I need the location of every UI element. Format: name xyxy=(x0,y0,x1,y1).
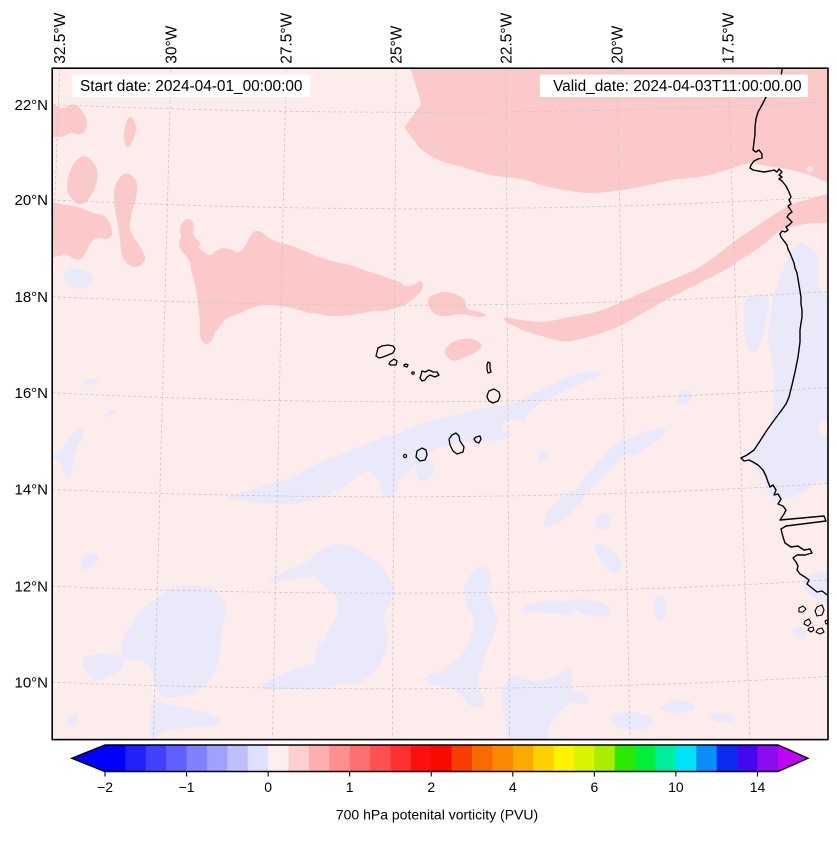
svg-text:4: 4 xyxy=(509,779,517,795)
svg-text:18°N: 18°N xyxy=(14,289,48,306)
svg-text:25°W: 25°W xyxy=(388,25,405,63)
svg-text:14: 14 xyxy=(750,779,766,795)
svg-text:700 hPa potenital vorticity (P: 700 hPa potenital vorticity (PVU) xyxy=(336,807,538,823)
svg-text:6: 6 xyxy=(590,779,598,795)
svg-text:16°N: 16°N xyxy=(14,385,48,402)
svg-text:−1: −1 xyxy=(179,779,195,795)
svg-text:17.5°W: 17.5°W xyxy=(720,12,737,63)
svg-text:12°N: 12°N xyxy=(14,578,48,595)
svg-text:32.5°W: 32.5°W xyxy=(52,12,69,63)
svg-text:−2: −2 xyxy=(97,779,113,795)
svg-text:Start date: 2024-04-01_00:00:0: Start date: 2024-04-01_00:00:00 xyxy=(80,78,302,95)
svg-text:Valid_date: 2024-04-03T11:00:0: Valid_date: 2024-04-03T11:00:00.00 xyxy=(553,78,801,95)
svg-text:20°N: 20°N xyxy=(14,192,48,209)
svg-text:30°W: 30°W xyxy=(163,25,180,63)
svg-text:20°W: 20°W xyxy=(609,25,626,63)
svg-text:22°N: 22°N xyxy=(14,97,48,114)
svg-text:14°N: 14°N xyxy=(14,482,48,499)
svg-text:1: 1 xyxy=(346,779,354,795)
svg-text:0: 0 xyxy=(264,779,272,795)
svg-text:27.5°W: 27.5°W xyxy=(278,12,295,63)
svg-text:10: 10 xyxy=(668,779,684,795)
svg-text:22.5°W: 22.5°W xyxy=(498,12,515,63)
svg-text:10°N: 10°N xyxy=(14,674,48,691)
svg-text:2: 2 xyxy=(427,779,435,795)
